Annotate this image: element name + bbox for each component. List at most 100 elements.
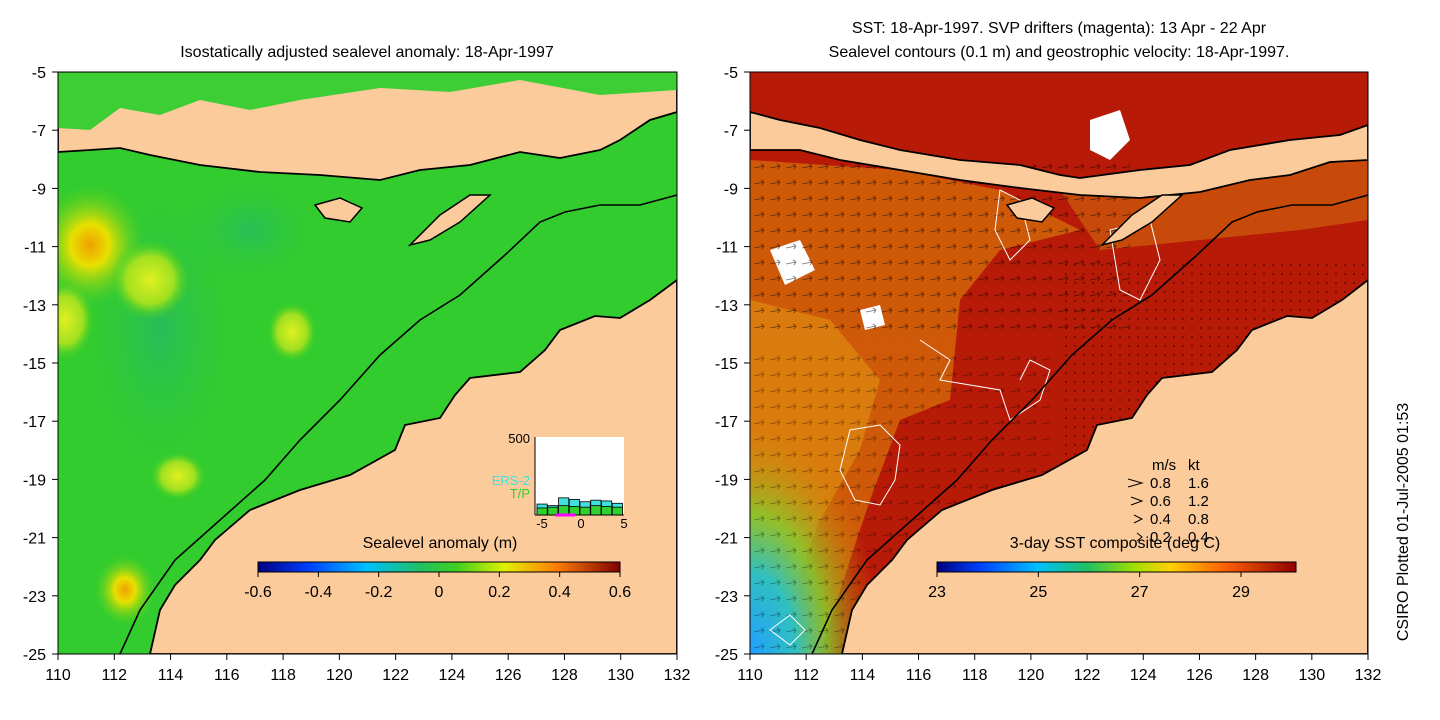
right-y-tick-label: -13: [715, 298, 738, 315]
right-x-tick-label: 126: [1186, 667, 1213, 684]
inset-x-tick-0: 0: [577, 516, 584, 531]
right-land-islands: [750, 111, 1368, 199]
right-x-tick-label: 120: [1018, 667, 1045, 684]
velocity-legend-header-kt: kt: [1188, 457, 1201, 474]
left-colorbar-tick-label: 0.4: [549, 584, 571, 601]
inset-legend-ers2: ERS-2: [492, 473, 530, 488]
left-y-tick-label: -17: [23, 414, 46, 431]
right-y-tick-label: -19: [715, 472, 738, 489]
right-y-tick-label: -5: [724, 65, 738, 82]
right-y-tick-label: -7: [724, 123, 738, 140]
left-colorbar-tick-label: -0.2: [365, 584, 393, 601]
right-x-tick-label: 122: [1074, 667, 1101, 684]
inset-ymax-label: 500: [508, 431, 530, 446]
left-colorbar-tick-label: -0.6: [244, 584, 272, 601]
left-y-tick-label: -5: [32, 65, 46, 82]
velocity-legend-ms: 0.4: [1150, 511, 1171, 528]
left-colorbar-tick-label: 0.6: [609, 584, 631, 601]
inset-bar-tp: [579, 506, 591, 516]
left-colorbar-tick-label: -0.4: [305, 584, 333, 601]
left-colorbar-tick-label: 0.2: [488, 584, 510, 601]
left-x-tick-label: 116: [214, 667, 240, 684]
right-colorbar-tick-label: 25: [1029, 584, 1047, 601]
right-y-tick-label: -17: [715, 414, 738, 431]
left-colorbar-label: Sealevel anomaly (m): [363, 535, 518, 552]
right-x-tick-label: 116: [906, 667, 932, 684]
left-x-tick-label: 110: [45, 667, 71, 684]
left-x-tick-label: 122: [382, 667, 409, 684]
inset-x-tick-neg5: -5: [536, 516, 548, 531]
velocity-legend-kt: 1.6: [1188, 475, 1209, 492]
right-colorbar: [936, 561, 1297, 573]
left-y-tick-label: -23: [23, 589, 46, 606]
velocity-legend-kt: 1.2: [1188, 493, 1209, 510]
inset-bar-tp: [536, 507, 548, 516]
velocity-legend-ms: 0.6: [1150, 493, 1171, 510]
left-colorbar: [257, 561, 621, 573]
right-colorbar-ticks: 23 25 27 29: [928, 572, 1250, 601]
right-colorbar-tick-label: 23: [928, 584, 946, 601]
velocity-legend-rows: 0.8 1.60.6 1.20.4 0.80.2 0.4: [1127, 475, 1209, 546]
velocity-legend-arrow: [1136, 532, 1143, 542]
inset-bar-tp: [601, 506, 613, 516]
right-colorbar-label: 3-day SST composite (deg C): [1010, 535, 1220, 552]
right-panel-title-line2: Sealevel contours (0.1 m) and geostrophi…: [829, 44, 1290, 61]
inset-x-tick-5: 5: [620, 516, 627, 531]
right-x-tick-label: 128: [1242, 667, 1269, 684]
left-y-tick-label: -13: [23, 298, 46, 315]
right-y-tick-label: -9: [724, 181, 738, 198]
left-colorbar-ticks: -0.6 -0.4 -0.2 0 0.2 0.4 0.6: [244, 572, 631, 601]
velocity-legend-ms: 0.2: [1150, 529, 1171, 546]
left-land-australia: [149, 278, 677, 654]
velocity-legend-arrow: [1130, 496, 1144, 506]
right-land-australia: [841, 278, 1368, 654]
left-y-tick-label: -9: [32, 181, 46, 198]
right-x-tick-label: 114: [850, 667, 876, 684]
right-map-panel: SST: 18-Apr-1997. SVP drifters (magenta)…: [749, 20, 1369, 655]
left-y-tick-label: -15: [23, 356, 46, 373]
velocity-legend-header-ms: m/s: [1152, 457, 1176, 474]
inset-bar-tp: [590, 505, 602, 516]
right-x-tick-label: 118: [962, 667, 988, 684]
right-y-tick-label: -15: [715, 356, 738, 373]
left-x-tick-label: 124: [439, 667, 466, 684]
right-x-tick-label: 132: [1355, 667, 1382, 684]
left-y-tick-label: -19: [23, 472, 46, 489]
right-x-tick-label: 110: [737, 667, 763, 684]
left-x-tick-label: 130: [607, 667, 634, 684]
left-x-tick-label: 132: [664, 667, 691, 684]
right-axes: 110 112 114 116 118 120 122 124 126 128 130 132 -5 -7…: [715, 65, 1382, 684]
right-y-tick-label: -21: [715, 531, 738, 548]
left-x-tick-label: 128: [551, 667, 578, 684]
velocity-legend: m/s kt 0.8 1.60.6 1.20.4 0.80.2 0.4: [1127, 457, 1209, 546]
right-y-tick-label: -25: [715, 647, 738, 664]
right-x-tick-label: 124: [1130, 667, 1157, 684]
right-map-field: [750, 72, 1368, 654]
velocity-legend-ms: 0.8: [1150, 475, 1171, 492]
left-colorbar-tick-label: 0: [435, 584, 444, 601]
velocity-legend-arrow: [1133, 514, 1144, 524]
velocity-legend-kt: 0.8: [1188, 511, 1209, 528]
inset-legend-tp: T/P: [510, 486, 530, 501]
left-x-tick-label: 112: [102, 667, 128, 684]
right-shelf-contour: [811, 194, 1368, 654]
left-y-tick-label: -11: [24, 240, 46, 257]
left-map-field: [58, 72, 677, 654]
velocity-legend-kt: 0.4: [1188, 529, 1209, 546]
observation-inset: 500 ERS-2 T/P -5 0 5: [492, 431, 628, 531]
left-x-tick-label: 126: [495, 667, 522, 684]
right-y-tick-label: -11: [716, 240, 738, 257]
right-colorbar-tick-label: 29: [1232, 584, 1250, 601]
left-x-tick-label: 120: [326, 667, 353, 684]
inset-bar-tp: [611, 506, 623, 516]
left-x-tick-label: 118: [270, 667, 296, 684]
left-y-tick-label: -25: [23, 647, 46, 664]
plot-credit: CSIRO Plotted 01-Jul-2005 01:53: [1395, 403, 1412, 641]
left-map-panel: Isostatically adjusted sealevel anomaly:…: [57, 44, 678, 655]
left-y-tick-label: -7: [32, 123, 46, 140]
left-shelf-contour: [119, 194, 677, 654]
left-panel-title: Isostatically adjusted sealevel anomaly:…: [180, 44, 554, 61]
right-colorbar-tick-label: 27: [1131, 584, 1149, 601]
left-axes: 110 112 114 116 118 120 122 124 126 128 130 132 -5 -7…: [23, 65, 691, 684]
